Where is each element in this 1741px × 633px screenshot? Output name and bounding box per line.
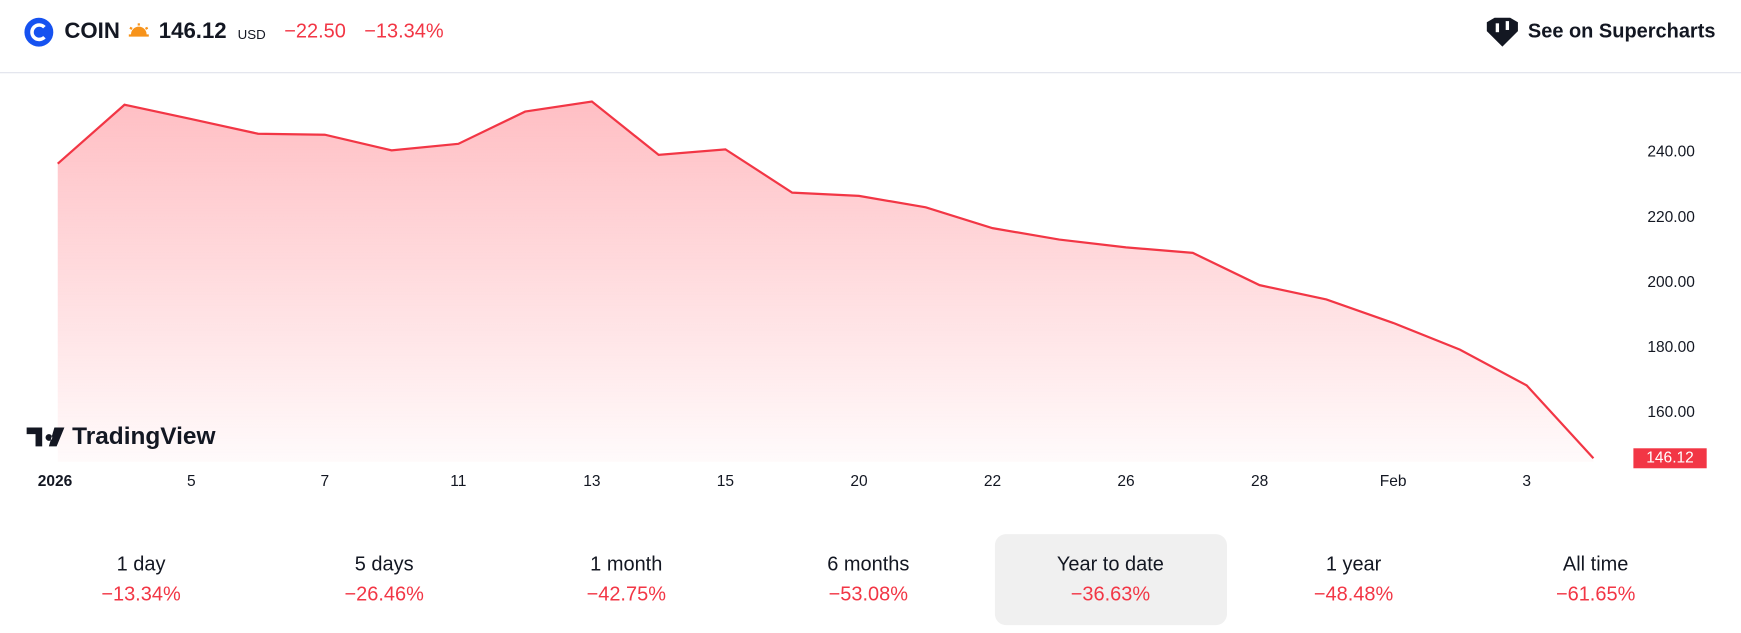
period-change[interactable]: −36.63% (1071, 583, 1151, 605)
y-tick-label: 240.00 (1647, 144, 1695, 161)
period-change[interactable]: −13.34% (101, 583, 181, 605)
x-tick-label: 2026 (38, 473, 73, 490)
period-change[interactable]: −26.46% (345, 583, 425, 605)
x-tick-label: 7 (320, 473, 329, 490)
area (57, 101, 1594, 462)
x-tick-label: 26 (1117, 473, 1134, 490)
line (57, 100, 1595, 460)
logo-mark (30, 23, 46, 42)
y-tick-label: 220.00 (1647, 209, 1695, 226)
period-label[interactable]: Year to date (1057, 553, 1164, 575)
price-change-percent: −13.34% (364, 20, 444, 42)
price-label-box (1633, 448, 1707, 469)
watermark: TradingView (26, 423, 217, 450)
session-icon (128, 23, 149, 37)
x-tick-label: 13 (583, 473, 600, 490)
currency: USD (238, 27, 266, 42)
period-change[interactable]: −48.48% (1314, 583, 1394, 605)
x-tick-label: 5 (187, 473, 196, 490)
period-tab[interactable]: Year to date −36.63% (994, 534, 1227, 626)
period-tab[interactable]: 1 day −13.34% (101, 553, 181, 605)
symbol: COIN (64, 18, 119, 43)
x-tick-label: 20 (850, 473, 868, 490)
period-label[interactable]: 1 month (590, 553, 662, 575)
x-tick-label: 28 (1251, 473, 1268, 490)
period-change[interactable]: −61.65% (1556, 583, 1636, 605)
y-tick-label: 200.00 (1647, 274, 1695, 291)
period-label[interactable]: All time (1563, 553, 1628, 575)
period-change[interactable]: −42.75% (587, 583, 667, 605)
supercharts-link[interactable]: See on Supercharts (1486, 17, 1716, 47)
period-label[interactable]: 1 year (1326, 553, 1382, 575)
period-tab[interactable]: All time −61.65% (1556, 553, 1636, 605)
x-tick-label: Feb (1380, 473, 1407, 490)
y-tick-label: 160.00 (1647, 404, 1695, 421)
x-tick-label: 22 (984, 473, 1001, 490)
x-tick-label: 3 (1522, 473, 1531, 490)
link-text[interactable]: See on Supercharts (1528, 20, 1716, 42)
period-tab[interactable]: 5 days −26.46% (345, 553, 425, 605)
x-tick-label: 15 (717, 473, 734, 490)
y-tick-label: 180.00 (1647, 339, 1695, 356)
period-tab[interactable]: 1 month −42.75% (587, 553, 667, 605)
period-change[interactable]: −53.08% (829, 583, 909, 605)
period-tab[interactable]: 6 months −53.08% (827, 553, 909, 605)
logo (24, 17, 54, 47)
price-label: 146.12 (1646, 449, 1694, 466)
period-label[interactable]: 6 months (827, 553, 909, 575)
period-tab[interactable]: 1 year −48.48% (1314, 553, 1394, 605)
price: 146.12 (159, 18, 227, 43)
watermark-text: TradingView (72, 423, 216, 450)
header: COIN 146.12 USD −22.50 −13.34% See on Su… (0, 17, 1741, 74)
price-change: −22.50 (284, 20, 346, 42)
period-label[interactable]: 1 day (117, 553, 166, 575)
period-highlight[interactable] (994, 534, 1227, 626)
period-label[interactable]: 5 days (355, 553, 414, 575)
periods: 1 day −13.34% 5 days −26.46% 1 month −42.75% 6… (101, 534, 1636, 626)
x-tick-label: 11 (450, 473, 466, 490)
